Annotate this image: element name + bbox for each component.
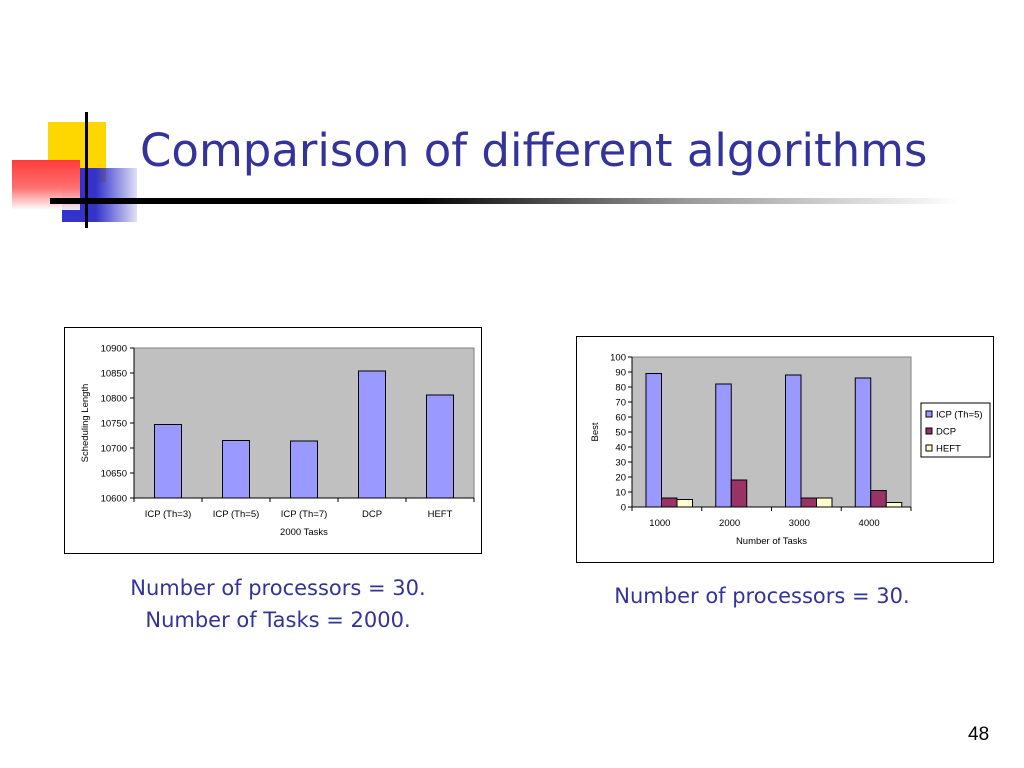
decor-vertical-line bbox=[85, 112, 88, 228]
legend-label: DCP bbox=[936, 427, 956, 438]
y-tick-label: 90 bbox=[615, 368, 626, 379]
bar bbox=[222, 440, 250, 499]
y-tick-label: 80 bbox=[615, 383, 626, 394]
y-tick-label: 10700 bbox=[101, 444, 127, 455]
legend-swatch bbox=[925, 444, 933, 452]
legend-label: ICP (Th=5) bbox=[936, 410, 983, 421]
x-tick-label: ICP (Th=5) bbox=[213, 509, 260, 520]
bar bbox=[358, 370, 386, 499]
chart-scheduling-length: 10600 10650 10700 10750 10800 10850 10900 ICP (… bbox=[64, 327, 482, 554]
x-axis-label: Number of Tasks bbox=[736, 536, 807, 547]
slide-title: Comparison of different algorithms bbox=[140, 124, 928, 177]
chart-best: 0 10 20 30 40 50 60 70 80 90 100 1000 2000 3000 4000 Nu… bbox=[576, 336, 994, 563]
bar-icp bbox=[854, 377, 872, 508]
chart-best-svg: 0 10 20 30 40 50 60 70 80 90 100 1000 2000 3000 4000 Nu… bbox=[590, 353, 991, 547]
legend-label: HEFT bbox=[936, 444, 961, 455]
x-axis-label: 2000 Tasks bbox=[280, 527, 328, 538]
bar bbox=[154, 424, 182, 499]
page-number: 48 bbox=[968, 724, 990, 745]
bar-dcp bbox=[800, 497, 817, 508]
y-tick-label: 0 bbox=[621, 503, 626, 514]
y-tick-label: 20 bbox=[615, 473, 626, 484]
x-tick-label: ICP (Th=3) bbox=[145, 509, 192, 520]
bar-dcp bbox=[870, 490, 887, 508]
bar-dcp bbox=[730, 479, 748, 508]
y-tick-label: 10800 bbox=[101, 394, 127, 405]
y-tick-label: 10850 bbox=[101, 369, 127, 380]
y-tick-label: 70 bbox=[615, 398, 626, 409]
bar-icp bbox=[645, 373, 662, 508]
bar-icp bbox=[785, 374, 802, 508]
y-tick-label: 10 bbox=[615, 488, 626, 499]
legend-swatch bbox=[925, 427, 933, 435]
bar-heft bbox=[885, 502, 903, 508]
y-tick-label: 30 bbox=[615, 458, 626, 469]
x-tick-label: 1000 bbox=[649, 518, 670, 529]
caption-right-line-1: Number of processors = 30. bbox=[614, 584, 910, 608]
bar-heft bbox=[676, 499, 693, 508]
x-tick-label: HEFT bbox=[428, 509, 453, 520]
y-tick-label: 40 bbox=[615, 443, 626, 454]
x-tick-label: 4000 bbox=[859, 518, 880, 529]
caption-left: Number of processors = 30. Number of Tas… bbox=[80, 572, 476, 636]
y-tick-label: 60 bbox=[615, 413, 626, 424]
legend-swatch bbox=[925, 410, 933, 418]
x-tick-label: 2000 bbox=[719, 518, 740, 529]
x-tick-label: DCP bbox=[362, 509, 382, 520]
bar-heft bbox=[816, 497, 833, 508]
y-tick-label: 10900 bbox=[101, 344, 127, 355]
bar bbox=[290, 440, 318, 499]
y-tick-label: 10600 bbox=[101, 494, 127, 505]
y-axis-label: Scheduling Length bbox=[80, 384, 91, 463]
bar bbox=[426, 394, 454, 499]
caption-left-line-2: Number of Tasks = 2000. bbox=[145, 608, 411, 632]
y-tick-label: 10750 bbox=[101, 419, 127, 430]
bar-dcp bbox=[661, 497, 678, 508]
bar-icp bbox=[715, 383, 732, 508]
chart-scheduling-length-svg: 10600 10650 10700 10750 10800 10850 10900 ICP (… bbox=[80, 344, 475, 538]
y-tick-label: 50 bbox=[615, 428, 626, 439]
y-tick-label: 10650 bbox=[101, 469, 127, 480]
x-tick-label: ICP (Th=7) bbox=[281, 509, 328, 520]
title-underline bbox=[50, 198, 960, 204]
x-tick-label: 3000 bbox=[789, 518, 810, 529]
caption-right: Number of processors = 30. bbox=[566, 580, 958, 612]
caption-left-line-1: Number of processors = 30. bbox=[130, 576, 426, 600]
y-axis-label: Best bbox=[590, 422, 601, 441]
y-tick-label: 100 bbox=[610, 353, 626, 364]
